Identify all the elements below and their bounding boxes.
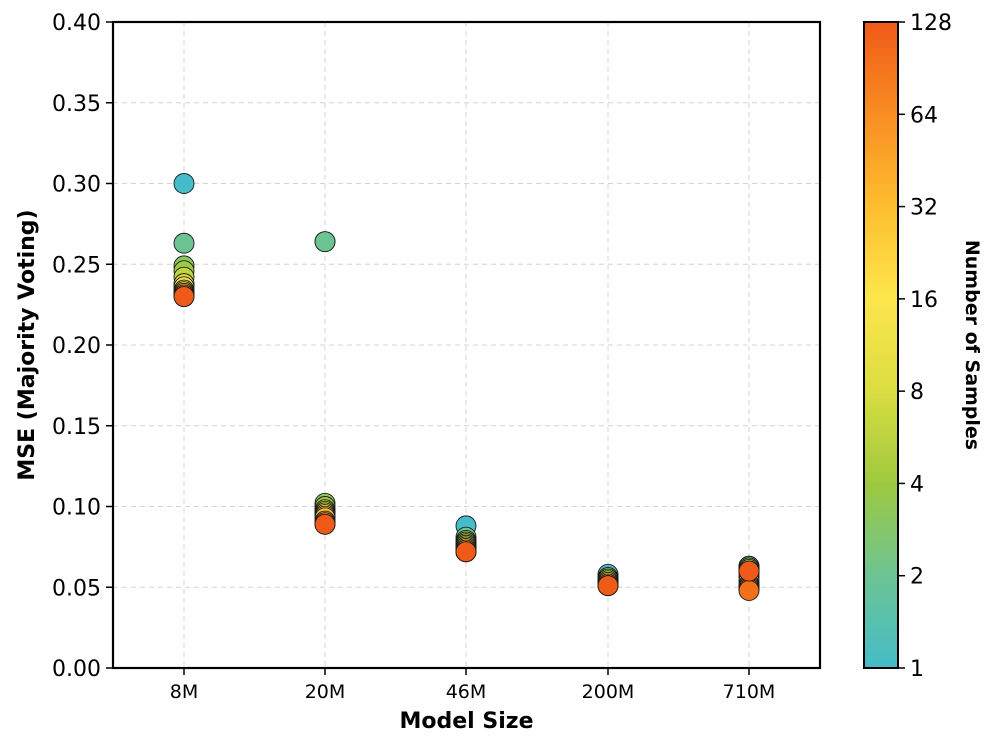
- colorbar-title: Number of Samples: [961, 240, 983, 450]
- colorbar-tick-label: 128: [910, 11, 952, 36]
- y-tick-label: 0.30: [52, 173, 101, 198]
- axes: 0.00 0.05 0.10 0.15 0.20 0.25 0.30 0.35 0.40 8M 20…: [52, 11, 775, 703]
- colorbar-tick-label: 64: [910, 103, 938, 128]
- data-point: [173, 232, 195, 254]
- y-tick-label: 0.05: [52, 576, 101, 601]
- colorbar-tick-label: 2: [910, 565, 924, 590]
- y-tick-label: 0.20: [52, 334, 101, 359]
- data-points: [173, 173, 760, 601]
- data-point: [738, 560, 760, 582]
- colorbar: 1 2 4 8 16 32 64 128: [863, 11, 952, 682]
- y-tick-label: 0.10: [52, 496, 101, 521]
- colorbar-tick-label: 32: [910, 196, 938, 221]
- y-tick-label: 0.40: [52, 11, 101, 36]
- colorbar-tick-label: 4: [910, 472, 924, 497]
- data-point: [314, 231, 336, 253]
- x-tick-label: 710M: [723, 681, 776, 703]
- data-point: [314, 513, 336, 535]
- y-tick-label: 0.25: [52, 253, 101, 278]
- x-axis-title: Model Size: [400, 709, 534, 734]
- grid-lines: [113, 21, 820, 669]
- y-tick-label: 0.35: [52, 92, 101, 117]
- data-point: [455, 541, 477, 563]
- x-tick-label: 200M: [582, 681, 635, 703]
- colorbar-tick-label: 1: [910, 657, 924, 682]
- x-tick-label: 8M: [170, 681, 198, 703]
- data-point: [173, 173, 195, 194]
- data-point: [738, 580, 760, 601]
- y-axis-title: MSE (Majority Voting): [15, 209, 40, 480]
- colorbar-gradient: [863, 21, 899, 669]
- colorbar-tick-label: 8: [910, 380, 924, 405]
- x-tick-label: 46M: [446, 681, 487, 703]
- colorbar-tick-label: 16: [910, 288, 938, 313]
- data-point: [173, 286, 195, 307]
- x-tick-label: 20M: [305, 681, 346, 703]
- y-tick-label: 0.00: [52, 657, 101, 682]
- y-tick-label: 0.15: [52, 415, 101, 440]
- data-point: [597, 575, 619, 597]
